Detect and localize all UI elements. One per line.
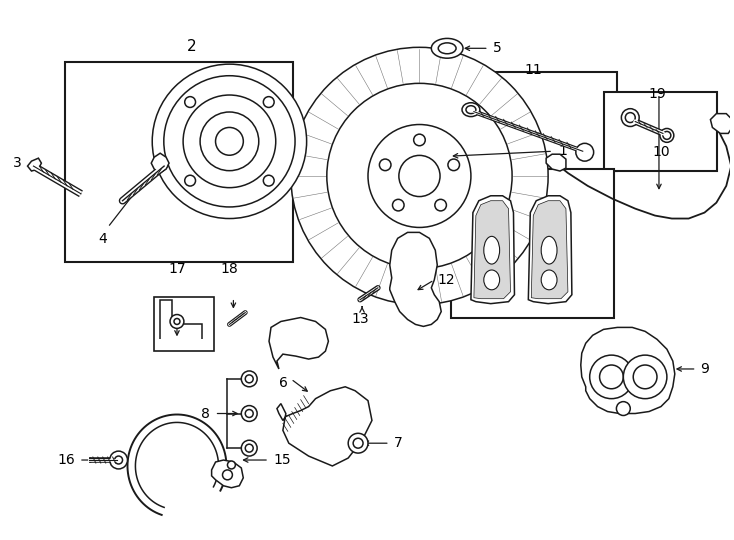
Circle shape xyxy=(379,159,391,171)
Ellipse shape xyxy=(462,103,480,117)
Polygon shape xyxy=(471,196,515,303)
Circle shape xyxy=(348,433,368,453)
Text: 1: 1 xyxy=(558,144,567,158)
Circle shape xyxy=(185,176,195,186)
Polygon shape xyxy=(531,201,568,299)
Circle shape xyxy=(245,375,253,383)
Circle shape xyxy=(245,444,253,452)
Ellipse shape xyxy=(466,106,476,113)
Circle shape xyxy=(414,134,425,146)
Circle shape xyxy=(183,95,276,188)
Circle shape xyxy=(600,365,623,389)
Polygon shape xyxy=(546,154,566,171)
Circle shape xyxy=(164,76,295,207)
Circle shape xyxy=(622,109,639,126)
Circle shape xyxy=(633,365,657,389)
Text: 10: 10 xyxy=(652,145,669,159)
Circle shape xyxy=(368,125,471,227)
Circle shape xyxy=(448,159,459,171)
Circle shape xyxy=(152,64,307,219)
Circle shape xyxy=(663,131,671,139)
Circle shape xyxy=(264,176,274,186)
Ellipse shape xyxy=(432,38,463,58)
Text: 3: 3 xyxy=(12,156,21,170)
Text: 15: 15 xyxy=(273,453,291,467)
Polygon shape xyxy=(151,153,169,173)
Polygon shape xyxy=(711,113,733,133)
Circle shape xyxy=(115,456,123,464)
Text: 18: 18 xyxy=(220,262,239,276)
Text: 9: 9 xyxy=(700,362,709,376)
Circle shape xyxy=(589,355,633,399)
Circle shape xyxy=(291,48,548,305)
Bar xyxy=(603,92,717,171)
Text: 6: 6 xyxy=(280,376,288,390)
Polygon shape xyxy=(28,158,41,171)
Ellipse shape xyxy=(484,270,500,290)
Text: 11: 11 xyxy=(524,63,542,77)
Polygon shape xyxy=(528,196,572,303)
Circle shape xyxy=(170,314,184,328)
Circle shape xyxy=(174,319,180,325)
Circle shape xyxy=(327,83,512,268)
Circle shape xyxy=(660,129,674,143)
Circle shape xyxy=(435,199,446,211)
Circle shape xyxy=(617,402,631,415)
Polygon shape xyxy=(390,232,441,326)
Ellipse shape xyxy=(438,43,456,54)
Ellipse shape xyxy=(541,270,557,290)
Bar xyxy=(444,72,617,171)
Polygon shape xyxy=(211,460,243,488)
Circle shape xyxy=(241,406,257,421)
Circle shape xyxy=(109,451,128,469)
Text: 19: 19 xyxy=(648,87,666,101)
Circle shape xyxy=(399,156,440,197)
Polygon shape xyxy=(474,201,511,299)
Bar xyxy=(451,169,614,318)
Circle shape xyxy=(264,97,274,107)
Text: 2: 2 xyxy=(187,39,197,54)
Text: 4: 4 xyxy=(98,232,107,246)
Circle shape xyxy=(623,355,667,399)
Circle shape xyxy=(576,143,594,161)
Polygon shape xyxy=(269,318,328,369)
Circle shape xyxy=(241,440,257,456)
Text: 7: 7 xyxy=(393,436,402,450)
Circle shape xyxy=(222,470,233,480)
Text: 13: 13 xyxy=(352,312,369,326)
Circle shape xyxy=(393,199,404,211)
Ellipse shape xyxy=(541,237,557,264)
Circle shape xyxy=(625,113,635,123)
Polygon shape xyxy=(277,387,372,466)
Circle shape xyxy=(245,409,253,417)
Polygon shape xyxy=(581,327,675,414)
Circle shape xyxy=(216,127,244,155)
Text: 17: 17 xyxy=(168,262,186,276)
Circle shape xyxy=(185,97,195,107)
Bar xyxy=(154,296,214,351)
Text: 16: 16 xyxy=(57,453,75,467)
Text: 8: 8 xyxy=(201,407,210,421)
Circle shape xyxy=(200,112,259,171)
Circle shape xyxy=(241,371,257,387)
Circle shape xyxy=(228,461,236,469)
Text: 5: 5 xyxy=(493,41,501,55)
Circle shape xyxy=(353,438,363,448)
Bar xyxy=(65,62,293,262)
Ellipse shape xyxy=(484,237,500,264)
Text: 12: 12 xyxy=(437,273,455,287)
Text: 14: 14 xyxy=(548,155,565,169)
